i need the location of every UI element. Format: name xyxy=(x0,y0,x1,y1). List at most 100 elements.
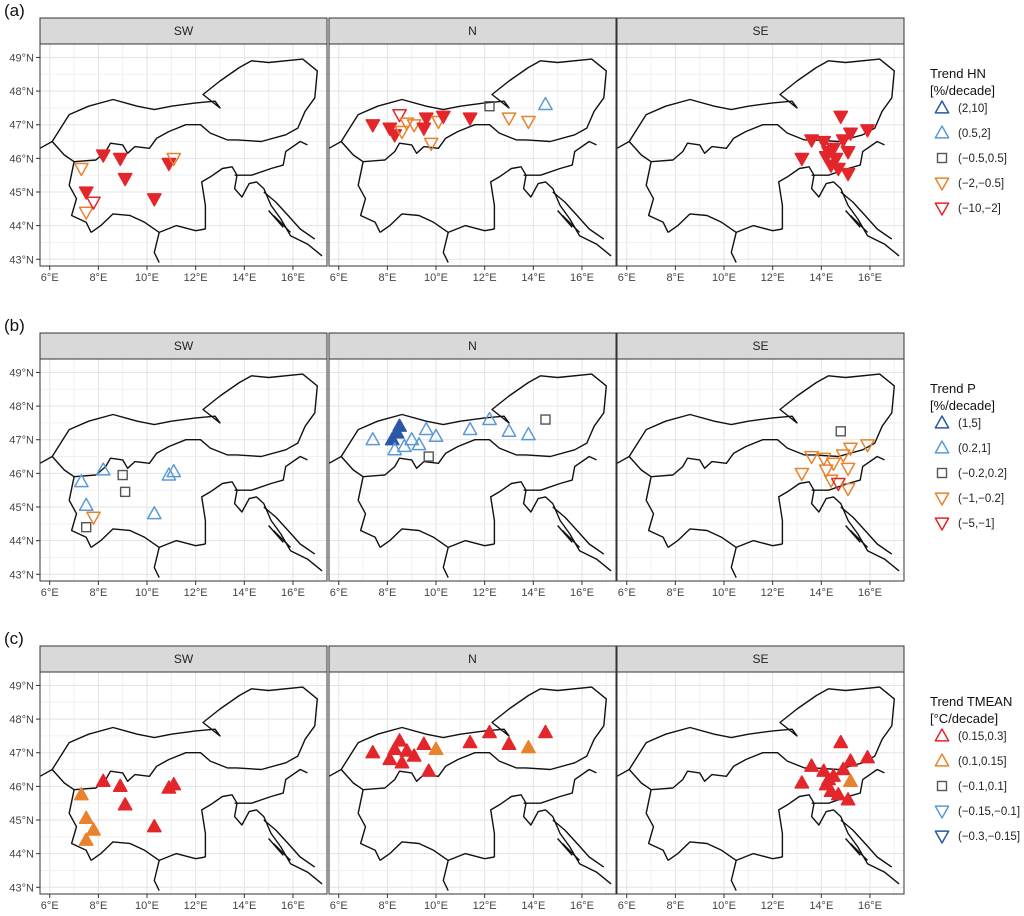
x-tick-label: 16°E xyxy=(858,272,882,284)
legend-label: (−5,−1] xyxy=(958,518,994,530)
station-marker xyxy=(823,783,839,798)
facet-label: SE xyxy=(752,339,768,353)
y-tick-label: 43°N xyxy=(9,254,34,266)
legend-key xyxy=(934,125,950,139)
legend-label: (−10,−2] xyxy=(958,203,1001,215)
facet-label: SE xyxy=(752,652,768,666)
x-tick-label: 12°E xyxy=(473,272,497,284)
legend-key xyxy=(934,517,950,531)
facet-strip xyxy=(616,645,905,673)
plot-area xyxy=(617,44,904,266)
station-marker xyxy=(166,776,182,791)
legend-key xyxy=(934,177,950,191)
y-tick-label: 44°N xyxy=(9,849,34,861)
x-tick-label: 12°E xyxy=(184,900,208,912)
station-marker xyxy=(392,418,407,432)
y-tick-label: 45°N xyxy=(9,815,34,827)
station-marker xyxy=(843,127,858,141)
x-tick-label: 14°E xyxy=(809,272,833,284)
station-marker xyxy=(394,125,410,140)
facet-label: SE xyxy=(752,24,768,38)
station-marker xyxy=(521,426,536,441)
x-tick-label: 10°E xyxy=(135,900,159,912)
station-marker xyxy=(399,743,415,757)
station-marker xyxy=(860,439,875,453)
station-marker xyxy=(86,511,101,525)
station-marker xyxy=(823,474,839,488)
x-tick-label: 14°E xyxy=(521,272,545,284)
station-marker xyxy=(392,733,407,747)
station-marker xyxy=(73,474,89,488)
station-marker xyxy=(501,112,517,126)
x-tick-label: 16°E xyxy=(281,587,305,599)
x-tick-label: 14°E xyxy=(232,587,256,599)
legend-title: [%/decade] xyxy=(930,398,995,413)
station-marker xyxy=(428,741,444,756)
x-tick-label: 16°E xyxy=(858,900,882,912)
x-tick-label: 14°E xyxy=(521,900,545,912)
station-marker xyxy=(833,734,849,749)
x-tick-label: 6°E xyxy=(618,900,636,912)
station-marker xyxy=(828,152,844,167)
legend-label: (2,10] xyxy=(958,103,987,115)
station-marker xyxy=(416,122,432,136)
station-marker xyxy=(146,193,162,207)
station-marker xyxy=(112,152,128,167)
x-tick-label: 6°E xyxy=(330,587,348,599)
x-tick-label: 16°E xyxy=(858,587,882,599)
facet-label: N xyxy=(468,339,477,353)
x-tick-label: 16°E xyxy=(281,900,305,912)
station-marker xyxy=(830,787,846,801)
x-tick-label: 6°E xyxy=(330,272,348,284)
map-outline xyxy=(616,686,900,891)
panel-label: (c) xyxy=(4,629,24,648)
station-marker xyxy=(840,167,856,182)
station-marker xyxy=(78,186,94,200)
y-tick-label: 48°N xyxy=(9,86,34,98)
station-marker xyxy=(835,426,846,437)
x-tick-label: 6°E xyxy=(41,272,59,284)
y-tick-label: 47°N xyxy=(9,120,34,132)
y-tick-label: 47°N xyxy=(9,748,34,760)
facet-strip xyxy=(39,332,328,360)
legend-label: (−0.3,−0.15] xyxy=(958,831,1020,843)
station-marker xyxy=(387,741,403,756)
panel-border xyxy=(39,358,328,582)
plot-area xyxy=(329,359,616,581)
panel-border xyxy=(616,358,905,582)
station-marker xyxy=(521,739,536,754)
facet-label: N xyxy=(468,24,477,38)
station-marker xyxy=(166,463,182,478)
y-tick-label: 43°N xyxy=(9,569,34,581)
grid xyxy=(329,359,616,581)
map-outline xyxy=(616,58,900,263)
station-marker xyxy=(835,761,851,776)
station-marker xyxy=(365,119,381,133)
y-tick-label: 47°N xyxy=(9,435,34,447)
x-tick-label: 16°E xyxy=(570,900,594,912)
station-marker xyxy=(146,505,162,520)
panel-border xyxy=(328,43,617,267)
y-tick-label: 45°N xyxy=(9,187,34,199)
station-marker xyxy=(423,451,434,462)
grid xyxy=(329,672,616,894)
x-tick-label: 12°E xyxy=(184,587,208,599)
x-tick-label: 16°E xyxy=(281,272,305,284)
map-outline xyxy=(328,686,612,891)
station-marker xyxy=(86,196,101,210)
x-tick-label: 10°E xyxy=(424,587,448,599)
plot-area xyxy=(329,672,616,894)
legend-key xyxy=(934,492,950,506)
station-marker xyxy=(365,431,381,446)
map-outline xyxy=(328,373,612,578)
station-marker xyxy=(835,134,851,148)
plot-area xyxy=(617,672,904,894)
x-tick-label: 14°E xyxy=(809,587,833,599)
x-tick-label: 10°E xyxy=(424,900,448,912)
grid xyxy=(40,44,327,266)
station-marker xyxy=(73,162,89,177)
legend-key xyxy=(934,202,950,216)
legend-title: [%/decade] xyxy=(930,83,995,98)
station-marker xyxy=(382,122,398,136)
station-marker xyxy=(816,135,832,150)
